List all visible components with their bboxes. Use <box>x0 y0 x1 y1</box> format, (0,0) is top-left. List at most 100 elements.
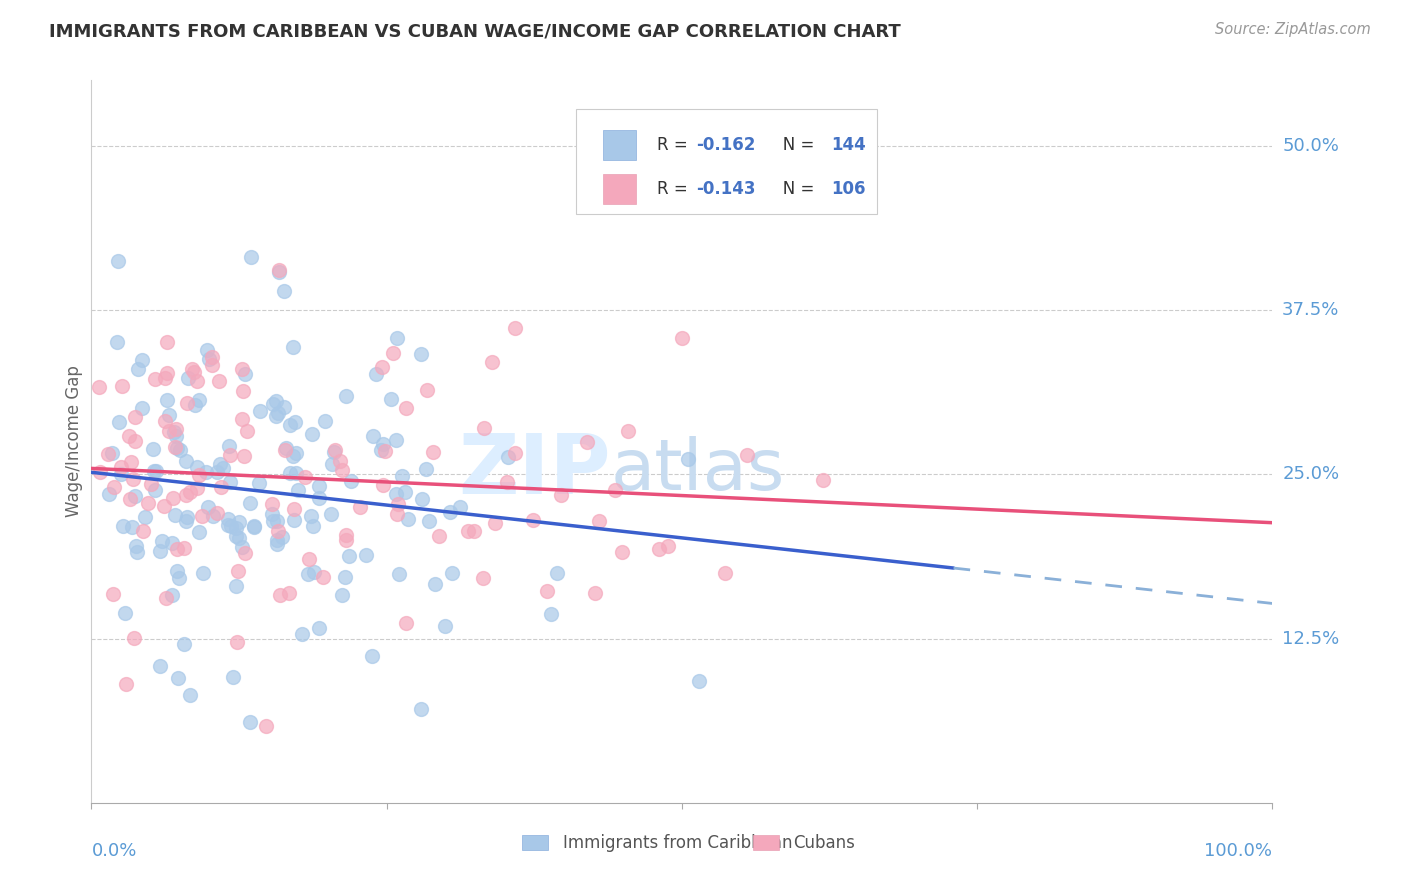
Point <box>267 524 290 538</box>
Point <box>103 480 125 494</box>
Point <box>299 509 322 524</box>
Point <box>174 454 197 468</box>
Point <box>162 491 184 505</box>
Point <box>166 565 188 579</box>
Text: 37.5%: 37.5% <box>1282 301 1340 319</box>
Point <box>239 715 262 730</box>
Point <box>522 513 544 527</box>
Point <box>439 505 461 519</box>
Point <box>134 509 156 524</box>
Point <box>409 347 432 361</box>
Text: R =: R = <box>657 180 693 198</box>
Point <box>107 415 129 429</box>
Point <box>441 566 464 580</box>
Point <box>143 372 166 386</box>
Point <box>264 394 287 409</box>
Text: 106: 106 <box>831 180 865 198</box>
Point <box>339 474 361 488</box>
Text: 50.0%: 50.0% <box>1282 137 1339 155</box>
Point <box>155 591 177 605</box>
Point <box>195 343 218 357</box>
Point <box>373 437 395 451</box>
Point <box>174 488 197 502</box>
Point <box>301 427 323 442</box>
Point <box>262 397 284 411</box>
Point <box>212 461 235 475</box>
Point <box>337 549 360 564</box>
Point <box>472 421 495 435</box>
Point <box>281 340 304 354</box>
Point <box>186 460 208 475</box>
Point <box>335 527 357 541</box>
Point <box>688 673 710 688</box>
Point <box>142 442 165 456</box>
Point <box>218 439 240 453</box>
Point <box>201 509 224 524</box>
Point <box>371 360 394 375</box>
Point <box>165 429 187 443</box>
Point <box>291 626 314 640</box>
Point <box>107 253 129 268</box>
Point <box>124 409 146 424</box>
Point <box>228 531 250 545</box>
Point <box>110 459 132 474</box>
Point <box>396 512 419 526</box>
FancyBboxPatch shape <box>575 109 877 214</box>
Point <box>370 443 392 458</box>
Point <box>277 586 299 600</box>
Point <box>308 491 330 505</box>
Point <box>239 496 262 510</box>
Text: Cubans: Cubans <box>793 833 855 852</box>
Point <box>105 334 128 349</box>
Point <box>427 529 450 543</box>
Point <box>361 648 384 663</box>
Point <box>422 445 444 459</box>
Point <box>657 539 679 553</box>
Point <box>266 537 288 551</box>
Point <box>176 510 198 524</box>
Point <box>278 466 301 480</box>
Point <box>167 671 190 685</box>
Point <box>153 370 176 384</box>
Point <box>735 448 758 462</box>
Point <box>141 477 163 491</box>
Text: R =: R = <box>657 136 693 154</box>
Point <box>262 508 284 522</box>
Point <box>155 366 177 380</box>
Point <box>266 533 288 547</box>
Point <box>267 406 290 420</box>
Point <box>157 424 180 438</box>
Point <box>411 491 433 506</box>
Point <box>187 467 209 482</box>
Point <box>269 265 291 279</box>
Point <box>409 701 432 715</box>
Point <box>167 571 190 585</box>
Point <box>225 579 247 593</box>
Point <box>233 367 256 381</box>
Point <box>617 424 640 438</box>
Point <box>349 500 371 515</box>
Point <box>304 565 326 579</box>
Point <box>472 570 495 584</box>
Point <box>228 515 250 529</box>
Text: N =: N = <box>766 180 820 198</box>
Point <box>388 567 411 582</box>
Point <box>110 467 132 481</box>
Point <box>98 487 121 501</box>
Point <box>114 677 136 691</box>
Point <box>188 524 211 539</box>
Point <box>127 362 149 376</box>
Point <box>173 541 195 555</box>
Point <box>149 544 172 558</box>
Point <box>209 480 232 494</box>
Point <box>142 464 165 478</box>
Point <box>714 566 737 581</box>
Point <box>208 457 231 471</box>
Point <box>136 496 159 510</box>
Point <box>380 392 402 407</box>
Point <box>354 548 377 562</box>
Point <box>169 442 191 457</box>
Point <box>131 401 153 416</box>
Point <box>416 383 439 397</box>
Point <box>283 513 305 527</box>
